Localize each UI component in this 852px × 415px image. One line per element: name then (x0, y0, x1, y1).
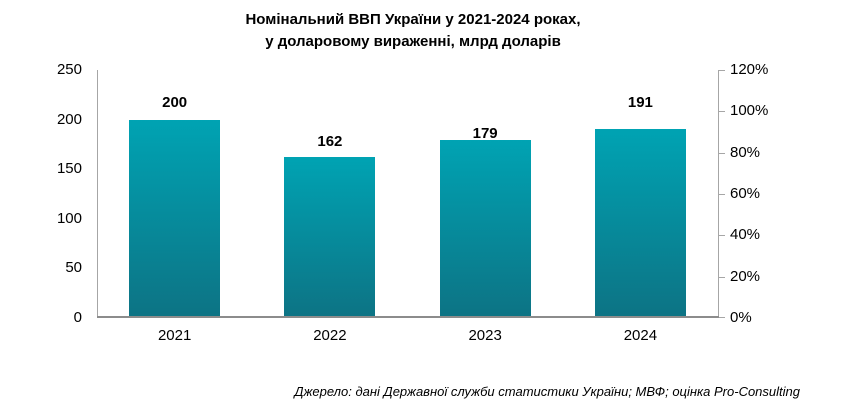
bar-2022 (284, 157, 376, 318)
left-axis-tick-label: 50 (65, 259, 82, 277)
bar-data-label: 162 (317, 133, 343, 151)
bar-2024 (594, 128, 686, 318)
right-axis-tick-label: 40% (730, 226, 761, 244)
right-axis-tick-mark (718, 152, 725, 154)
source-note: Джерело: дані Державної служби статистик… (294, 384, 800, 399)
x-axis-category-label: 2021 (157, 327, 192, 344)
left-axis-tick-label: 200 (56, 110, 82, 128)
plot-area: 200 162 179 191 0 50 100 150 200 250 0% 20% 40% 60%… (57, 61, 768, 344)
chart-title: Номінальний ВВП України у 2021-2024 рока… (0, 9, 826, 53)
right-axis-tick-mark (718, 111, 725, 113)
left-axis-tick-label: 150 (56, 160, 82, 178)
x-axis-category-label: 2023 (468, 327, 502, 344)
right-axis-tick-mark (718, 276, 725, 278)
right-axis-tick-label: 120% (730, 61, 769, 78)
left-axis-tick-label: 250 (56, 61, 82, 78)
bar-2023 (439, 140, 531, 318)
right-axis-tick-mark (718, 194, 725, 195)
right-axis-tick-mark (718, 70, 725, 71)
left-axis-tick-label: 0 (73, 309, 82, 326)
right-axis-tick-label: 20% (730, 267, 761, 285)
right-axis-tick-mark (718, 235, 725, 237)
right-axis-tick-mark (718, 317, 725, 318)
chart-title-line-1: Номінальний ВВП України у 2021-2024 рока… (245, 11, 581, 28)
right-axis-tick-label: 60% (730, 185, 761, 202)
bar-data-label: 200 (162, 93, 188, 111)
x-axis-category-label: 2022 (313, 327, 347, 344)
bar-data-label: 179 (472, 125, 498, 143)
left-y-axis-line (97, 70, 98, 318)
right-axis-tick-label: 80% (730, 143, 761, 161)
bar-data-label: 191 (627, 93, 653, 111)
left-axis-tick-label: 100 (56, 209, 82, 227)
right-axis-tick-label: 0% (730, 309, 752, 326)
x-axis-category-label: 2024 (623, 327, 658, 344)
bar-2021 (129, 119, 221, 318)
chart-title-line-2: у доларовому вираженні, млрд доларів (265, 33, 561, 50)
right-axis-tick-label: 100% (730, 102, 769, 120)
x-axis-line (97, 316, 719, 318)
